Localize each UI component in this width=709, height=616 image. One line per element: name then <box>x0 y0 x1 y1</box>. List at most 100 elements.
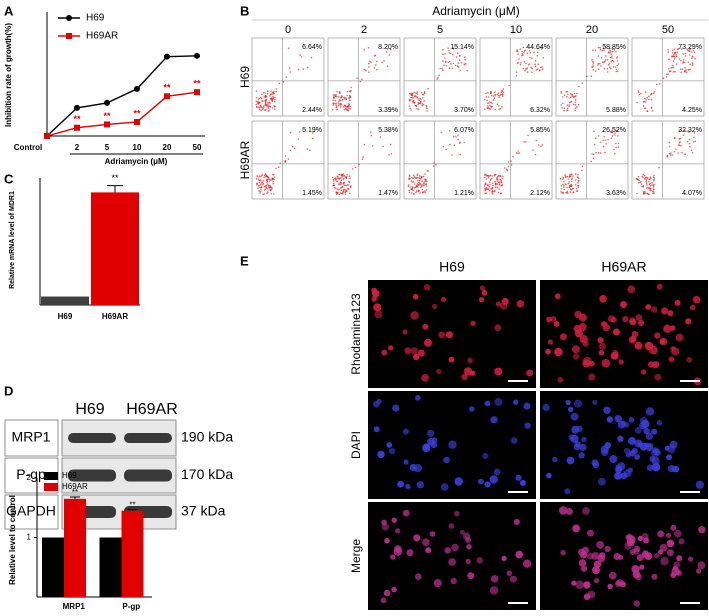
cell <box>631 565 640 574</box>
cell <box>646 464 654 472</box>
x-tick-label: Control <box>14 143 42 152</box>
cell <box>610 351 619 360</box>
cell <box>484 400 491 407</box>
event-dot <box>266 175 269 178</box>
event-dot <box>411 188 414 190</box>
event-dot <box>420 99 422 101</box>
event-dot <box>507 165 510 168</box>
cell <box>546 316 552 323</box>
micrograph <box>368 502 536 610</box>
event-dot <box>269 189 272 192</box>
cell <box>470 370 476 376</box>
cell <box>651 463 661 472</box>
event-dot <box>389 48 392 51</box>
event-dot <box>652 184 655 187</box>
marker <box>134 85 140 92</box>
event-dot <box>263 193 266 195</box>
bar <box>42 537 64 597</box>
cell <box>565 508 573 515</box>
event-dot <box>566 109 568 112</box>
event-dot <box>570 100 573 103</box>
upper-right-percent: 5.38% <box>378 127 398 134</box>
event-dot <box>413 176 416 178</box>
event-dot <box>265 100 267 102</box>
event-dot <box>419 102 421 104</box>
event-dot <box>425 185 428 187</box>
cell <box>463 532 471 540</box>
event-dot <box>487 105 489 107</box>
cell <box>634 427 642 434</box>
concentration-label: 5 <box>437 24 443 36</box>
cell <box>516 300 525 308</box>
event-dot <box>561 107 563 109</box>
event-dot <box>408 189 411 192</box>
cell <box>495 301 501 307</box>
event-dot <box>342 173 345 175</box>
cell <box>698 526 706 534</box>
event-dot <box>448 49 450 52</box>
event-dot <box>265 179 268 181</box>
event-dot <box>487 177 490 179</box>
event-dot <box>263 96 266 98</box>
event-dot <box>680 59 682 62</box>
cell <box>574 441 581 448</box>
event-dot <box>340 106 342 108</box>
event-dot <box>259 184 261 187</box>
x-tick-label: 10 <box>133 143 142 152</box>
cell <box>373 303 382 312</box>
event-dot <box>270 98 273 101</box>
cell <box>545 348 551 355</box>
event-dot <box>335 106 338 109</box>
event-dot <box>257 100 259 103</box>
marker <box>164 93 170 100</box>
event-dot <box>349 90 352 93</box>
event-dot <box>648 95 650 97</box>
panel-label: C <box>4 171 14 186</box>
event-dot <box>297 138 300 140</box>
event-dot <box>560 90 562 93</box>
event-dot <box>487 102 489 105</box>
event-dot <box>422 97 424 99</box>
event-dot <box>422 94 425 96</box>
event-dot <box>455 136 457 138</box>
cell <box>552 456 558 463</box>
marker <box>74 104 80 111</box>
event-dot <box>417 98 420 100</box>
event-dot <box>643 100 646 103</box>
event-dot <box>422 182 425 184</box>
event-dot <box>491 190 494 193</box>
upper-right-percent: 8.20% <box>378 44 398 51</box>
event-dot <box>570 180 573 183</box>
significance: ** <box>103 111 111 121</box>
cell <box>559 333 567 341</box>
event-dot <box>418 175 421 177</box>
cell <box>479 297 485 303</box>
event-dot <box>653 91 656 93</box>
event-dot <box>332 178 335 181</box>
event-dot <box>334 99 337 102</box>
label-box <box>4 419 59 457</box>
cell <box>493 468 501 476</box>
event-dot <box>421 180 423 183</box>
event-dot <box>491 189 494 191</box>
event-dot <box>486 99 488 102</box>
event-dot <box>442 146 445 148</box>
event-dot <box>265 104 267 106</box>
event-dot <box>459 54 461 57</box>
cell <box>614 472 622 480</box>
event-dot <box>501 183 504 186</box>
event-dot <box>416 174 419 177</box>
event-dot <box>496 103 499 105</box>
event-dot <box>424 180 427 182</box>
event-dot <box>261 106 263 109</box>
event-dot <box>616 130 619 132</box>
event-dot <box>337 177 339 180</box>
event-dot <box>684 67 686 69</box>
event-dot <box>610 131 613 133</box>
band <box>68 433 116 443</box>
event-dot <box>334 102 336 105</box>
event-dot <box>595 151 597 154</box>
cell <box>600 321 607 328</box>
cell <box>598 477 606 486</box>
event-dot <box>420 101 422 103</box>
